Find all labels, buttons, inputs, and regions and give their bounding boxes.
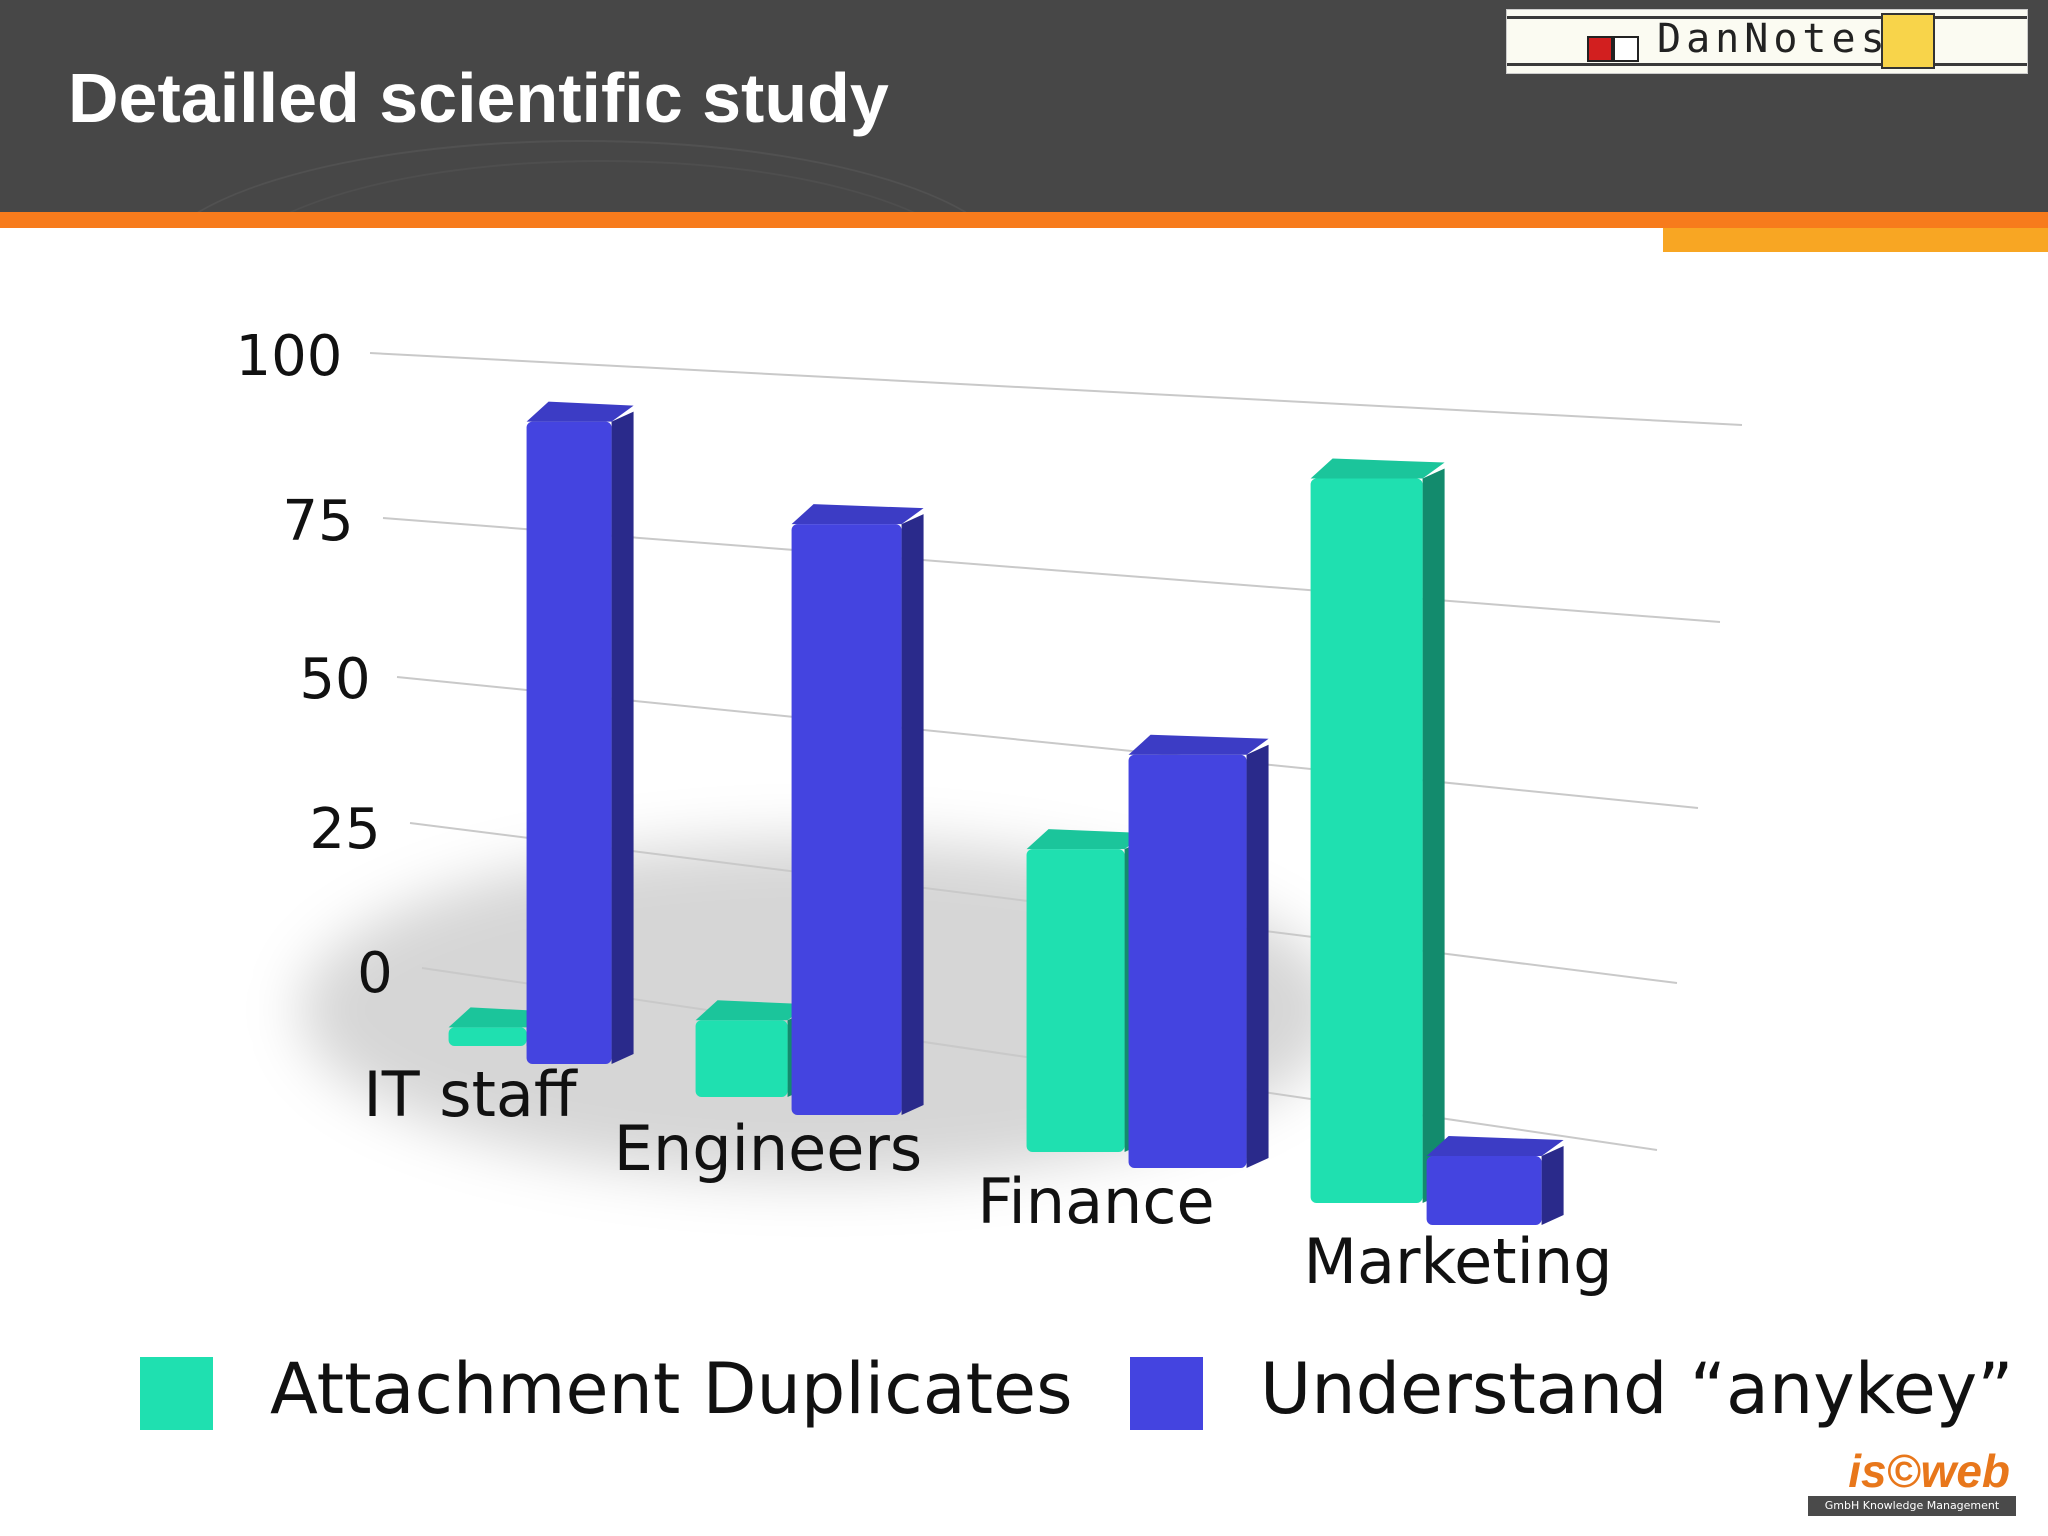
bar-Finance (1026, 849, 1125, 1152)
category-label: Engineers (614, 1112, 922, 1185)
isweb-logo-text: is©web (1848, 1445, 2010, 1497)
bar-Engineers (695, 1020, 788, 1097)
y-tick-label: 0 (357, 941, 393, 1006)
accent-bar-secondary (1663, 228, 2048, 252)
bar-side-Understand “anykey” (1541, 1146, 1564, 1225)
bar-top-Attachment Duplicates (448, 1007, 549, 1028)
bar-top-Understand “anykey” (526, 401, 634, 422)
category-label: Marketing (1303, 1225, 1612, 1298)
y-tick-label: 50 (299, 647, 370, 712)
bar-top-Understand “anykey” (1128, 734, 1269, 755)
legend-label-attachment: Attachment Duplicates (270, 1348, 1073, 1430)
bar-IT staff (526, 421, 612, 1064)
logo-red-square-icon (1587, 36, 1613, 62)
y-tick-label: 75 (282, 489, 353, 554)
isweb-logo-subtext: GmbH Knowledge Management (1808, 1496, 2016, 1516)
gridline (369, 352, 1743, 426)
bar-side-Understand “anykey” (901, 514, 924, 1115)
bar-Engineers (791, 524, 902, 1115)
bar-side-Understand “anykey” (1246, 744, 1269, 1168)
accent-bar (0, 212, 2048, 228)
logo-text: DanNotes (1657, 16, 1890, 62)
y-tick-label: 25 (309, 797, 380, 862)
bar-side-Attachment Duplicates (1422, 468, 1445, 1203)
category-label: Finance (977, 1165, 1214, 1238)
bar-top-Attachment Duplicates (1310, 458, 1445, 479)
logo-yellow-square-icon (1881, 13, 1935, 69)
bar-top-Attachment Duplicates (695, 1000, 810, 1021)
bar-top-Attachment Duplicates (1026, 829, 1147, 850)
bar-Marketing (1310, 478, 1423, 1203)
legend-label-understand: Understand “anykey” (1260, 1348, 2014, 1430)
y-tick-label: 100 (236, 324, 343, 389)
bar-Finance (1128, 754, 1247, 1168)
bar-side-Understand “anykey” (611, 411, 634, 1064)
logo-white-square-icon (1613, 36, 1639, 62)
isweb-logo: is©web GmbH Knowledge Management (1808, 1445, 2016, 1516)
logo-rule-top (1507, 16, 2027, 19)
bar-top-Understand “anykey” (1426, 1136, 1564, 1157)
bar-IT staff (448, 1027, 527, 1046)
legend-swatch-attachment (140, 1357, 213, 1430)
logo-rule-bottom (1507, 63, 2027, 66)
slide-title: Detailled scientific study (68, 59, 889, 137)
bar-top-Understand “anykey” (791, 504, 924, 525)
bar-Marketing (1426, 1156, 1542, 1225)
dannotes-logo: DanNotes (1506, 9, 2028, 74)
category-label: IT staff (363, 1058, 577, 1131)
legend-swatch-understand (1130, 1357, 1203, 1430)
slide-header: Detailled scientific study DanNotes (0, 0, 2048, 212)
